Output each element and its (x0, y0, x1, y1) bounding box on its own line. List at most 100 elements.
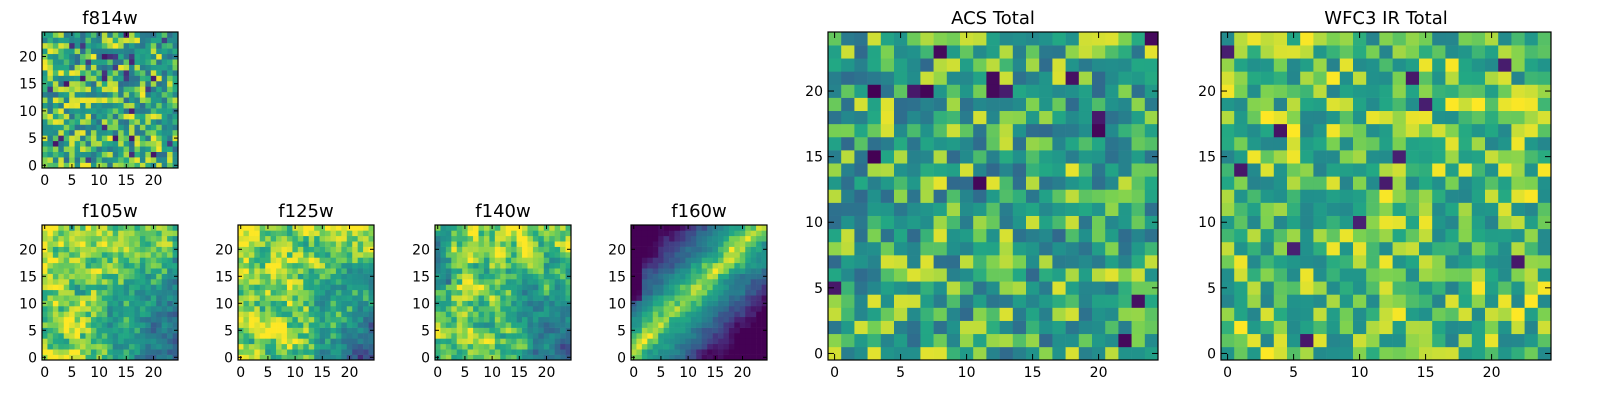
heatmap-cell (478, 349, 485, 355)
heatmap-cell (907, 176, 921, 190)
heatmap-cell (58, 225, 65, 231)
heatmap-cell (554, 322, 561, 328)
heatmap-cell (325, 241, 331, 247)
heatmap-cell (134, 284, 141, 291)
heatmap-cell (473, 300, 479, 307)
heatmap-cell (1105, 97, 1119, 112)
heatmap-cell (946, 71, 961, 85)
heatmap-cell (172, 338, 179, 345)
heatmap-cell (669, 306, 675, 312)
heatmap-cell (473, 235, 479, 242)
heatmap-cell (920, 255, 934, 269)
heatmap-cell (1247, 176, 1261, 190)
heatmap-cell (828, 163, 842, 177)
heatmap-cell (1432, 58, 1446, 72)
heatmap-cell (363, 279, 369, 285)
heatmap-cell (511, 273, 517, 280)
heatmap-cell (462, 327, 468, 334)
heatmap-cell (74, 32, 81, 38)
heatmap-cell (960, 307, 974, 321)
heatmap-cell (960, 45, 974, 59)
heatmap-cell (1511, 32, 1525, 46)
heatmap-cell (456, 284, 463, 291)
heatmap-cell (341, 338, 348, 345)
heatmap-cell (1092, 163, 1106, 177)
heatmap-cell (63, 225, 70, 231)
heatmap-cell (259, 295, 266, 301)
heatmap-cell (473, 273, 479, 280)
heatmap-cell (352, 349, 358, 355)
heatmap-cell (1419, 32, 1433, 46)
heatmap-cell (63, 268, 70, 274)
heatmap-cell (473, 241, 479, 247)
heatmap-cell (739, 268, 746, 274)
heatmap-cell (1105, 32, 1119, 46)
heatmap-cell (1366, 136, 1380, 151)
heatmap-cell (973, 150, 987, 164)
heatmap-cell (880, 346, 895, 361)
heatmap-cell (156, 284, 162, 291)
heatmap-cell (707, 246, 713, 253)
heatmap-cell (172, 230, 179, 237)
heatmap-cell (1078, 307, 1093, 321)
heatmap-cell (357, 306, 364, 312)
heatmap-cell (745, 338, 751, 345)
y-tick-label: 20 (19, 242, 37, 258)
heatmap-cell (1445, 136, 1459, 151)
heatmap-cell (341, 262, 348, 269)
heatmap-cell (712, 349, 719, 355)
heatmap-cell (167, 151, 173, 158)
heatmap-cell (867, 307, 882, 321)
heatmap-cell (511, 300, 517, 307)
heatmap-cell (172, 279, 179, 285)
y-tick-label: 5 (421, 323, 430, 339)
heatmap-cell (363, 300, 369, 307)
heatmap-cell (696, 343, 703, 350)
heatmap-cell (1300, 228, 1314, 243)
heatmap-cell (286, 322, 293, 328)
heatmap-cell (161, 343, 168, 350)
heatmap-cell (933, 97, 948, 112)
heatmap-cell (1052, 281, 1066, 295)
heatmap-cell (511, 268, 517, 274)
heatmap-cell (1078, 294, 1093, 308)
heatmap-cell (960, 281, 974, 295)
heatmap-cell (308, 306, 315, 312)
heatmap-cell (80, 64, 86, 71)
heatmap-cell (960, 241, 974, 256)
heatmap-cell (85, 284, 92, 291)
heatmap-cell (63, 316, 70, 323)
heatmap-cell (631, 252, 637, 258)
heatmap-cell (254, 349, 261, 355)
heatmap-cell (880, 58, 895, 72)
heatmap-cell (265, 279, 271, 285)
heatmap-cell (516, 284, 523, 291)
heatmap-cell (451, 311, 458, 318)
heatmap-cell (47, 70, 54, 76)
heatmap-cell (118, 70, 124, 76)
heatmap-cell (90, 349, 97, 355)
heatmap-cell (1105, 255, 1119, 269)
heatmap-cell (118, 162, 124, 169)
heatmap-cell (167, 241, 173, 247)
heatmap-cell (696, 225, 703, 231)
heatmap-cell (248, 241, 255, 247)
heatmap-cell (139, 322, 146, 328)
heatmap-cell (641, 279, 648, 285)
heatmap-cell (270, 338, 277, 345)
heatmap-cell (1287, 333, 1301, 348)
x-tick-label: 10 (958, 365, 976, 381)
heatmap-cell (319, 306, 326, 312)
heatmap-cell (1419, 346, 1433, 361)
heatmap-cell (1485, 202, 1499, 216)
heatmap-cell (663, 289, 670, 296)
heatmap-cell (445, 306, 452, 312)
heatmap-cell (101, 235, 108, 242)
heatmap-cell (145, 327, 152, 334)
heatmap-cell (243, 354, 250, 361)
heatmap-cell (308, 252, 315, 258)
heatmap-cell (357, 300, 364, 307)
heatmap-cell (641, 349, 648, 355)
heatmap-cell (750, 333, 757, 339)
heatmap-cell (560, 316, 566, 323)
